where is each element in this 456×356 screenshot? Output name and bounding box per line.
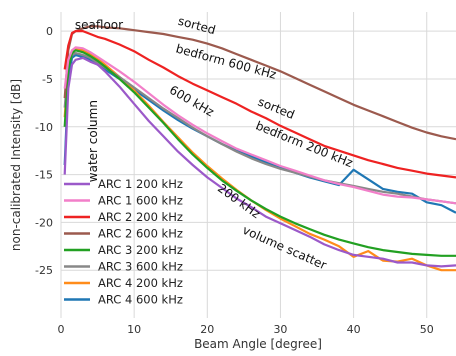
series-line [63,46,456,205]
legend-label: ARC 4 200 kHz [98,276,183,290]
y-axis-label: non-calibrated Intensity [dB] [9,79,23,251]
series-line [63,52,456,205]
annotation-label: water column [86,100,100,182]
series-line [63,49,456,257]
x-tick-labels: 0 10 20 30 40 50 [58,323,434,336]
y-tick-label: -25 [35,264,53,277]
x-tick-label: 10 [127,323,141,336]
legend-label: ARC 1 200 kHz [98,177,183,191]
legend-label: ARC 3 600 kHz [98,260,183,274]
y-tick-label: 0 [46,25,53,38]
y-tick-labels: 0 -5 -10 -15 -20 -25 [35,25,53,277]
x-tick-label: 40 [347,323,361,336]
x-tick-label: 20 [200,323,214,336]
legend-label: ARC 4 600 kHz [98,293,183,307]
legend-label: ARC 3 200 kHz [98,243,183,257]
y-tick-label: -5 [42,73,53,86]
legend-label: ARC 2 600 kHz [98,227,183,241]
series-line [63,30,456,179]
series-lines [63,25,456,272]
y-tick-label: -15 [35,169,53,182]
legend-label: ARC 1 600 kHz [98,194,183,208]
series-line [63,25,456,141]
annotation-label: seafloor [75,18,123,32]
series-line [63,56,456,268]
y-tick-label: -20 [35,216,53,229]
x-tick-label: 50 [420,323,434,336]
x-axis-label: Beam Angle [degree] [194,337,322,351]
x-tick-label: 30 [273,323,287,336]
x-tick-label: 0 [58,323,65,336]
legend-label: ARC 2 200 kHz [98,210,183,224]
y-tick-label: -10 [35,121,53,134]
legend: ARC 1 200 kHz ARC 1 600 kHz ARC 2 200 kHz A… [64,177,183,307]
